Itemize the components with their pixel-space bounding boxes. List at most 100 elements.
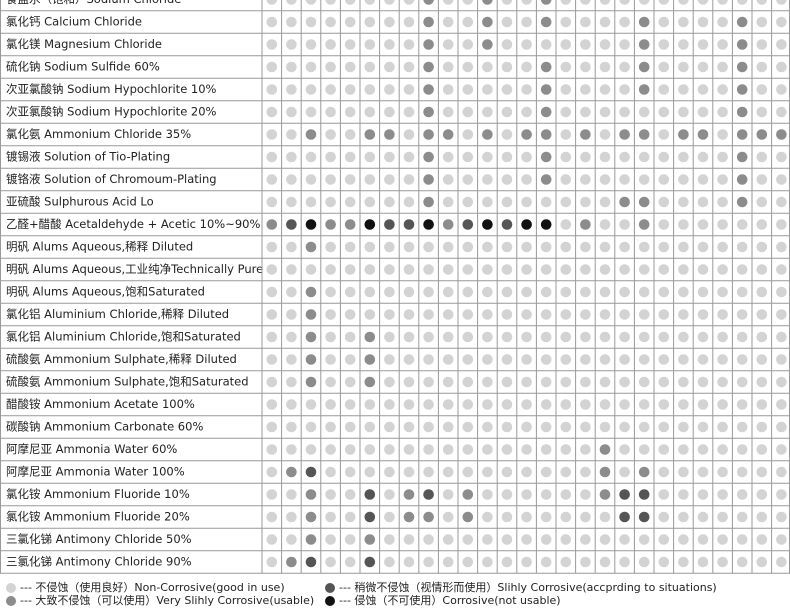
rating-dot bbox=[756, 84, 768, 95]
rating-dot bbox=[325, 511, 336, 523]
rating-dot bbox=[305, 556, 317, 568]
rating-dot bbox=[540, 241, 552, 253]
rating-dot bbox=[462, 0, 474, 5]
rating-dot bbox=[266, 84, 278, 95]
rating-dot bbox=[717, 444, 728, 455]
rating-dot bbox=[384, 196, 395, 208]
rating-dot bbox=[540, 331, 552, 343]
rating-dot bbox=[540, 219, 552, 230]
row-label: 明矾 Alums Aqueous,稀释 Diluted bbox=[6, 240, 193, 254]
rating-dot bbox=[521, 331, 532, 343]
rating-dot bbox=[266, 466, 278, 478]
rating-dot bbox=[638, 399, 650, 410]
legend-text: --- 不侵蚀（使用良好）Non-Corrosive(good in use) bbox=[20, 580, 285, 594]
rating-dot bbox=[560, 241, 572, 253]
rating-dot bbox=[305, 16, 317, 28]
rating-dot bbox=[501, 174, 513, 185]
rating-dot bbox=[580, 309, 591, 320]
rating-dot bbox=[736, 556, 748, 568]
rating-dot bbox=[325, 534, 336, 545]
rating-dot bbox=[599, 39, 611, 50]
rating-dot bbox=[756, 444, 768, 455]
rating-dot bbox=[776, 376, 787, 388]
rating-dot bbox=[266, 61, 278, 73]
rating-dot bbox=[560, 84, 572, 95]
rating-dot bbox=[462, 106, 474, 118]
rating-dot bbox=[286, 399, 297, 410]
rating-dot bbox=[658, 264, 670, 275]
rating-dot bbox=[266, 309, 278, 320]
rating-dot bbox=[384, 219, 395, 230]
rating-dot bbox=[560, 421, 572, 433]
rating-dot bbox=[325, 174, 336, 185]
rating-dot bbox=[501, 331, 513, 343]
rating-dot bbox=[501, 376, 513, 388]
rating-dot bbox=[599, 241, 611, 253]
rating-dot bbox=[717, 219, 728, 230]
rating-dot bbox=[736, 309, 748, 320]
rating-dot bbox=[286, 376, 297, 388]
rating-dot bbox=[442, 421, 454, 433]
rating-dot bbox=[580, 534, 591, 545]
rating-dot bbox=[521, 0, 532, 5]
rating-dot bbox=[619, 511, 630, 523]
rating-dot bbox=[403, 466, 415, 478]
rating-dot bbox=[756, 511, 768, 523]
rating-dot bbox=[736, 16, 748, 28]
rating-dot bbox=[325, 0, 336, 5]
rating-dot bbox=[678, 444, 689, 455]
rating-dot bbox=[325, 39, 336, 50]
rating-dot bbox=[521, 466, 532, 478]
rating-dot bbox=[717, 196, 728, 208]
rating-dot bbox=[364, 421, 376, 433]
rating-dot bbox=[344, 466, 356, 478]
rating-dot bbox=[580, 219, 591, 230]
rating-dot bbox=[403, 219, 415, 230]
rating-dot bbox=[305, 354, 317, 365]
rating-dot bbox=[638, 61, 650, 73]
rating-dot bbox=[521, 219, 532, 230]
rating-dot bbox=[384, 399, 395, 410]
rating-dot bbox=[384, 16, 395, 28]
rating-dot bbox=[736, 61, 748, 73]
rating-dot bbox=[364, 309, 376, 320]
rating-dot bbox=[776, 466, 787, 478]
rating-dot bbox=[266, 16, 278, 28]
rating-dot bbox=[717, 309, 728, 320]
rating-dot bbox=[678, 534, 689, 545]
rating-dot bbox=[638, 39, 650, 50]
rating-dot bbox=[305, 241, 317, 253]
rating-dot bbox=[364, 16, 376, 28]
rating-dot bbox=[776, 511, 787, 523]
rating-dot bbox=[599, 444, 611, 455]
rating-dot bbox=[717, 241, 728, 253]
rating-dot bbox=[580, 489, 591, 500]
rating-dot bbox=[286, 489, 297, 500]
rating-dot bbox=[736, 331, 748, 343]
rating-dot bbox=[423, 331, 434, 343]
rating-dot bbox=[619, 129, 630, 140]
legend-dot bbox=[6, 583, 16, 593]
rating-dot bbox=[658, 16, 670, 28]
rating-dot bbox=[305, 106, 317, 118]
rating-dot bbox=[776, 174, 787, 185]
rating-dot bbox=[423, 151, 434, 163]
rating-dot bbox=[540, 399, 552, 410]
row-label: 氯化钙 Calcium Chloride bbox=[6, 15, 142, 29]
rating-dot bbox=[325, 129, 336, 140]
rating-dot bbox=[286, 444, 297, 455]
rating-dot bbox=[403, 151, 415, 163]
rating-dot bbox=[580, 466, 591, 478]
legend-dot bbox=[325, 583, 335, 593]
rating-dot bbox=[364, 219, 376, 230]
rating-dot bbox=[678, 61, 689, 73]
rating-dot bbox=[482, 489, 493, 500]
rating-dot bbox=[423, 174, 434, 185]
rating-dot bbox=[776, 151, 787, 163]
rating-dot bbox=[364, 106, 376, 118]
rating-dot bbox=[286, 264, 297, 275]
rating-dot bbox=[423, 489, 434, 500]
rating-dot bbox=[697, 309, 709, 320]
rating-dot bbox=[442, 174, 454, 185]
legend-dot bbox=[6, 596, 16, 606]
